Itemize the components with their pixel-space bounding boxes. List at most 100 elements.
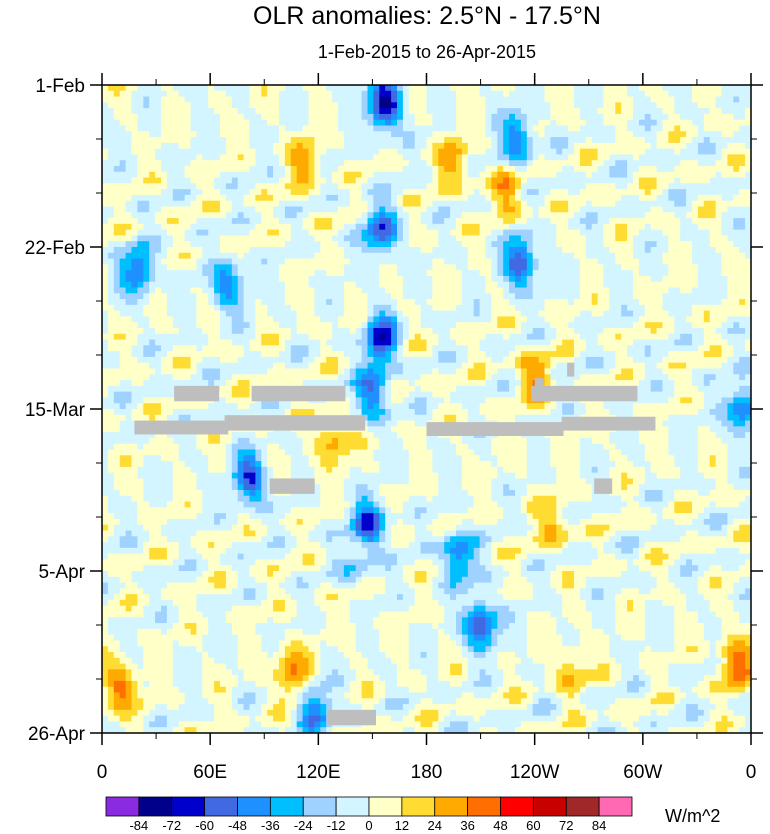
heatmap-cell: [597, 223, 605, 231]
heatmap-cell: [397, 287, 404, 294]
heatmap-cell: [302, 281, 310, 289]
heatmap-cell: [585, 299, 593, 306]
heatmap-cell: [125, 328, 133, 335]
heatmap-cell: [526, 275, 534, 283]
heatmap-cell: [615, 166, 622, 173]
heatmap-cell: [697, 218, 705, 225]
heatmap-cell: [296, 125, 304, 132]
heatmap-cell: [650, 241, 658, 248]
heatmap-cell: [633, 229, 640, 237]
heatmap-cell: [579, 206, 587, 213]
heatmap-cell: [544, 85, 551, 92]
heatmap-cell: [279, 113, 286, 121]
heatmap-cell: [591, 218, 599, 225]
heatmap-cell: [479, 223, 487, 231]
heatmap-cell: [267, 183, 274, 190]
heatmap-cell: [302, 113, 310, 121]
heatmap-cell: [627, 119, 634, 127]
heatmap-cell: [208, 304, 215, 312]
heatmap-cell: [426, 142, 433, 150]
heatmap-cell: [267, 247, 274, 254]
heatmap-cell: [461, 258, 469, 265]
heatmap-cell: [320, 316, 327, 323]
heatmap-cell: [532, 252, 540, 260]
heatmap-cell: [579, 339, 587, 346]
heatmap-cell: [408, 258, 416, 265]
heatmap-cell: [408, 264, 416, 271]
heatmap-cell: [290, 270, 298, 277]
heatmap-cell: [662, 177, 669, 184]
heatmap-cell: [338, 131, 345, 138]
heatmap-cell: [697, 270, 705, 277]
heatmap-cell: [697, 113, 705, 121]
heatmap-cell: [491, 281, 498, 289]
heatmap-cell: [562, 125, 569, 132]
heatmap-cell: [745, 200, 751, 208]
heatmap-cell: [674, 229, 681, 237]
heatmap-cell: [420, 212, 428, 219]
heatmap-cell: [473, 229, 481, 237]
heatmap-cell: [509, 148, 516, 156]
heatmap-cell: [733, 142, 740, 150]
heatmap-cell: [208, 322, 215, 329]
heatmap-cell: [137, 160, 144, 167]
heatmap-cell: [568, 293, 575, 300]
heatmap-cell: [603, 102, 610, 109]
heatmap-cell: [668, 142, 675, 150]
heatmap-cell: [143, 339, 150, 346]
heatmap-cell: [161, 148, 168, 156]
heatmap-cell: [237, 270, 245, 277]
heatmap-cell: [166, 275, 174, 283]
heatmap-cell: [379, 275, 386, 283]
heatmap-cell: [456, 235, 463, 242]
heatmap-cell: [302, 189, 310, 196]
heatmap-cell: [621, 166, 628, 173]
heatmap-cell: [178, 270, 186, 277]
heatmap-cell: [397, 85, 404, 92]
heatmap-cell: [644, 316, 652, 323]
heatmap-cell: [461, 148, 469, 156]
heatmap-cell: [137, 316, 144, 323]
heatmap-cell: [432, 310, 439, 318]
heatmap-cell: [338, 171, 345, 179]
heatmap-cell: [538, 137, 546, 144]
heatmap-cell: [461, 281, 469, 289]
heatmap-cell: [674, 270, 681, 277]
heatmap-cell: [402, 322, 410, 329]
heatmap-cell: [650, 206, 658, 213]
heatmap-cell: [479, 113, 487, 121]
heatmap-cell: [231, 275, 239, 283]
heatmap-cell: [166, 281, 174, 289]
heatmap-cell: [609, 131, 616, 138]
heatmap-cell: [461, 200, 469, 208]
heatmap-cell: [149, 85, 156, 92]
heatmap-cell: [178, 333, 186, 341]
heatmap-cell: [485, 90, 492, 98]
heatmap-cell: [267, 235, 274, 242]
heatmap-cell: [420, 189, 428, 196]
heatmap-cell: [361, 119, 369, 127]
heatmap-cell: [650, 96, 658, 103]
heatmap-cell: [438, 119, 445, 127]
heatmap-cell: [255, 258, 262, 265]
heatmap-cell: [603, 275, 610, 283]
heatmap-cell: [697, 171, 705, 179]
heatmap-cell: [674, 281, 681, 289]
heatmap-cell: [715, 131, 723, 138]
heatmap-cell: [178, 310, 186, 318]
heatmap-cell: [397, 212, 404, 219]
heatmap-cell: [397, 258, 404, 265]
heatmap-cell: [461, 102, 469, 109]
heatmap-cell: [273, 310, 280, 318]
heatmap-cell: [373, 247, 380, 254]
heatmap-cell: [479, 287, 487, 294]
heatmap-cell: [438, 108, 445, 115]
heatmap-cell: [214, 252, 221, 260]
heatmap-cell: [225, 264, 233, 271]
heatmap-cell: [473, 241, 481, 248]
heatmap-cell: [320, 137, 327, 144]
heatmap-cell: [308, 142, 315, 150]
heatmap-cell: [143, 252, 150, 260]
heatmap-cell: [461, 229, 469, 237]
heatmap-cell: [231, 345, 239, 352]
